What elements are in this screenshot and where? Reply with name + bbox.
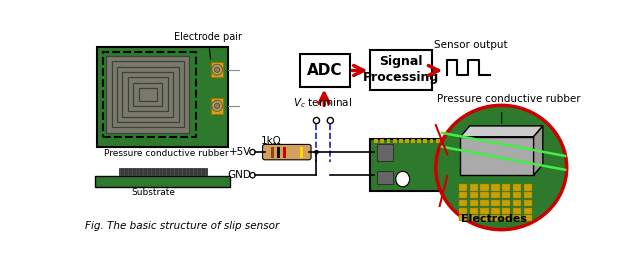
Circle shape — [327, 117, 333, 124]
Bar — [502, 207, 511, 214]
Bar — [513, 207, 521, 214]
Bar — [405, 139, 409, 143]
Bar — [300, 54, 349, 87]
Bar — [470, 215, 478, 221]
Bar — [513, 215, 521, 221]
Bar — [459, 185, 467, 191]
Bar — [103, 52, 196, 137]
Text: $V_c$ terminal: $V_c$ terminal — [293, 96, 352, 110]
Circle shape — [314, 117, 319, 124]
Bar — [459, 207, 467, 214]
Text: Electrodes: Electrodes — [461, 214, 527, 224]
Bar — [371, 139, 447, 191]
Bar — [376, 171, 394, 184]
Text: Pressure conductive rubber: Pressure conductive rubber — [104, 149, 228, 158]
Bar — [524, 215, 532, 221]
Bar — [271, 147, 274, 158]
Bar — [460, 137, 534, 175]
Bar — [284, 147, 287, 158]
Bar — [459, 215, 467, 221]
Text: 1kΩ: 1kΩ — [261, 136, 282, 146]
Bar — [442, 139, 446, 143]
Bar — [211, 98, 223, 114]
Bar — [502, 185, 511, 191]
Bar — [481, 200, 489, 206]
Polygon shape — [460, 126, 543, 137]
Text: Sensor output: Sensor output — [434, 40, 508, 51]
Bar — [417, 139, 421, 143]
Text: +5V: +5V — [228, 147, 251, 157]
Bar — [492, 207, 500, 214]
Bar — [470, 200, 478, 206]
Bar — [524, 192, 532, 198]
Circle shape — [212, 100, 223, 111]
Bar — [106, 56, 189, 133]
Bar — [524, 200, 532, 206]
Bar — [117, 67, 179, 122]
Bar — [106, 56, 189, 133]
Bar — [513, 200, 521, 206]
Ellipse shape — [436, 105, 566, 230]
Text: Substrate: Substrate — [132, 188, 175, 197]
Text: ADC: ADC — [307, 63, 342, 78]
Circle shape — [214, 67, 220, 72]
Bar — [374, 139, 378, 143]
Bar — [411, 139, 415, 143]
Bar — [513, 192, 521, 198]
Bar — [371, 50, 432, 90]
Bar — [133, 83, 163, 106]
Circle shape — [250, 173, 255, 178]
Bar — [481, 215, 489, 221]
Bar — [524, 207, 532, 214]
Text: Electrode pair: Electrode pair — [174, 32, 242, 59]
Bar — [387, 139, 390, 143]
FancyBboxPatch shape — [262, 144, 311, 160]
Bar — [376, 144, 394, 161]
Circle shape — [250, 149, 255, 155]
Circle shape — [212, 64, 223, 75]
Bar — [97, 47, 228, 147]
Bar — [424, 139, 428, 143]
Text: Fig. The basic structure of slip sensor: Fig. The basic structure of slip sensor — [86, 221, 280, 232]
Polygon shape — [534, 126, 543, 175]
Bar — [399, 139, 403, 143]
Bar — [459, 192, 467, 198]
Bar — [277, 147, 280, 158]
Bar — [111, 61, 184, 127]
Bar — [524, 185, 532, 191]
Bar — [429, 139, 433, 143]
Text: Pressure conductive rubber: Pressure conductive rubber — [437, 94, 580, 104]
Bar — [459, 200, 467, 206]
Bar — [122, 72, 173, 117]
Bar — [139, 88, 157, 100]
Bar — [492, 215, 500, 221]
Bar — [481, 192, 489, 198]
Circle shape — [214, 103, 220, 109]
Bar — [481, 207, 489, 214]
Bar — [380, 139, 384, 143]
Bar — [211, 62, 223, 78]
Bar — [492, 200, 500, 206]
Bar — [470, 192, 478, 198]
Text: GND: GND — [227, 170, 251, 180]
Bar — [300, 147, 303, 158]
Ellipse shape — [396, 171, 410, 187]
Bar — [470, 185, 478, 191]
Bar — [128, 78, 168, 111]
Bar — [502, 200, 511, 206]
Bar — [436, 139, 440, 143]
Bar — [470, 207, 478, 214]
Bar — [481, 185, 489, 191]
Bar — [95, 176, 230, 187]
Bar — [492, 185, 500, 191]
Bar — [513, 185, 521, 191]
Circle shape — [314, 150, 319, 155]
Bar — [502, 192, 511, 198]
Bar — [492, 192, 500, 198]
Bar — [393, 139, 397, 143]
Text: Signal
Processing: Signal Processing — [363, 55, 439, 84]
Bar — [118, 168, 207, 175]
Bar — [502, 215, 511, 221]
